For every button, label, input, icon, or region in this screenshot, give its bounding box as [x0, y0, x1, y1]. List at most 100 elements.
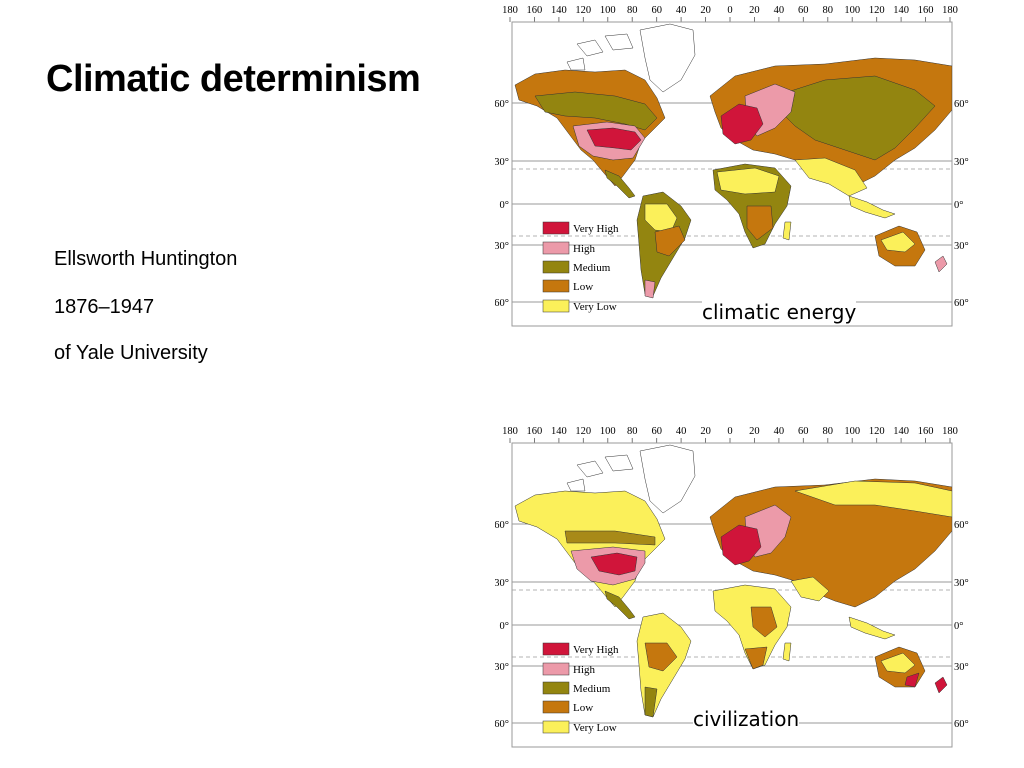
legend-label-2-3: Low — [573, 702, 593, 714]
australia-verylow-2 — [880, 652, 916, 674]
map-svg-2: 180 160 140 120 100 80 60 40 20 0 20 40 … — [495, 426, 969, 748]
na-veryhigh-2 — [590, 552, 638, 576]
lat-tick-1-r0: 60° — [954, 99, 969, 110]
lon-tick-2-11: 40 — [774, 426, 785, 437]
na-medium-1 — [534, 91, 658, 131]
lon-tick-1-17: 160 — [918, 5, 934, 16]
na-veryhigh-1 — [586, 127, 642, 151]
lon-tick-1-6: 60 — [651, 5, 662, 16]
lat-tick-2-r1: 30° — [954, 578, 969, 589]
author-name: Ellsworth Huntington — [54, 248, 238, 270]
lat-tick-2-r2: 0° — [954, 621, 963, 632]
sa-tip-1 — [644, 279, 656, 299]
lat-tick-1-l2: 0° — [500, 200, 509, 211]
legend-label-2-2: Medium — [573, 683, 611, 695]
sa-tip-2 — [644, 686, 658, 718]
lon-tick-1-13: 80 — [823, 5, 834, 16]
legend-label-2-0: Very High — [573, 644, 619, 656]
map-svg-1: 180 160 140 120 100 80 60 40 20 0 20 40 … — [495, 5, 969, 327]
legend-swatch-1-4 — [542, 299, 570, 313]
map-caption-climatic-energy: climatic energy — [702, 300, 857, 324]
lat-tick-1-l3: 30° — [495, 241, 509, 252]
lon-tick-2-8: 20 — [700, 426, 711, 437]
lon-tick-1-9: 0 — [727, 5, 732, 16]
asia-medium-1 — [774, 75, 936, 161]
legend-swatch-1-2 — [542, 260, 570, 274]
lat-tick-1-l0: 60° — [495, 99, 509, 110]
lat-tick-2-l3: 30° — [495, 662, 509, 673]
lon-tick-labels-2: 180 160 140 120 100 80 60 40 20 0 20 40 … — [502, 426, 958, 437]
legend-label-1-0: Very High — [573, 223, 619, 235]
lon-tick-2-14: 100 — [844, 426, 860, 437]
greenland-1 — [639, 23, 696, 93]
lon-tick-2-17: 160 — [918, 426, 934, 437]
lat-tick-1-l4: 60° — [495, 298, 509, 309]
lon-tick-labels-1: 180 160 140 120 100 80 60 40 20 0 20 40 … — [502, 5, 958, 16]
africa-verylow-1 — [716, 167, 780, 195]
lon-tick-1-1: 160 — [527, 5, 543, 16]
lat-tick-2-r0: 60° — [954, 520, 969, 531]
lon-tick-1-11: 40 — [774, 5, 785, 16]
lon-tick-1-3: 120 — [575, 5, 591, 16]
legend-label-1-4: Very Low — [573, 301, 617, 313]
legend-label-1-3: Low — [573, 281, 593, 293]
europe-veryhigh-1 — [720, 103, 764, 145]
legend-swatch-2-2 — [542, 681, 570, 695]
lon-tick-2-6: 60 — [651, 426, 662, 437]
lon-tick-2-3: 120 — [575, 426, 591, 437]
lat-labels-left-2: 60° 30° 0° 30° 60° — [495, 520, 509, 730]
lon-tick-1-2: 140 — [551, 5, 567, 16]
lat-tick-2-r4: 60° — [954, 719, 969, 730]
lon-tick-1-12: 60 — [798, 5, 809, 16]
lat-tick-2-l2: 0° — [500, 621, 509, 632]
lon-tick-2-12: 60 — [798, 426, 809, 437]
lon-tick-1-4: 100 — [600, 5, 616, 16]
lat-tick-2-l1: 30° — [495, 578, 509, 589]
lon-tick-1-18: 180 — [942, 5, 958, 16]
madagascar-1 — [782, 221, 792, 241]
sa-low-1 — [654, 225, 686, 257]
new-zealand-2 — [934, 676, 948, 694]
africa-low-2 — [750, 606, 778, 638]
legend-label-2-1: High — [573, 664, 596, 676]
legend-2: Very High High Medium Low Very Low — [542, 642, 619, 734]
lat-tick-1-r1: 30° — [954, 157, 969, 168]
lat-tick-2-r3: 30° — [954, 662, 969, 673]
lon-tick-2-13: 80 — [823, 426, 834, 437]
climatic-energy-map: 180 160 140 120 100 80 60 40 20 0 20 40 … — [495, 0, 975, 336]
legend-label-2-4: Very Low — [573, 722, 617, 734]
lat-labels-left-1: 60° 30° 0° 30° 60° — [495, 99, 509, 309]
lon-tick-2-4: 100 — [600, 426, 616, 437]
legend-swatch-2-4 — [542, 720, 570, 734]
africa-south-2 — [744, 646, 768, 670]
south-asia-verylow-2 — [790, 576, 830, 602]
legend-swatch-2-0 — [542, 642, 570, 656]
lat-tick-1-r3: 30° — [954, 241, 969, 252]
lon-tick-1-14: 100 — [844, 5, 860, 16]
australia-veryhigh-2 — [904, 672, 920, 688]
lat-tick-1-l1: 30° — [495, 157, 509, 168]
lon-tick-1-15: 120 — [869, 5, 885, 16]
lon-tick-2-9: 0 — [727, 426, 732, 437]
legend-swatch-2-3 — [542, 700, 570, 714]
indonesia-1 — [848, 195, 896, 219]
lon-tick-1-10: 20 — [749, 5, 760, 16]
lon-tick-1-16: 140 — [893, 5, 909, 16]
legend-swatch-1-1 — [542, 241, 570, 255]
lon-tick-2-10: 20 — [749, 426, 760, 437]
new-zealand-1 — [934, 255, 948, 273]
australia-verylow-1 — [880, 231, 916, 253]
legend-label-1-2: Medium — [573, 262, 611, 274]
na-band-2 — [564, 530, 656, 546]
civilization-map: 180 160 140 120 100 80 60 40 20 0 20 40 … — [495, 421, 975, 757]
arctic-islands-2 — [566, 454, 634, 492]
africa-low-1 — [746, 205, 774, 241]
lon-tick-2-0: 180 — [502, 426, 518, 437]
lon-tick-2-5: 80 — [627, 426, 638, 437]
arctic-islands-1 — [566, 33, 634, 71]
legend-swatch-1-0 — [542, 221, 570, 235]
lon-tick-1-0: 180 — [502, 5, 518, 16]
siberia-verylow-2 — [794, 480, 952, 518]
lat-tick-2-l4: 60° — [495, 719, 509, 730]
lat-labels-right-1: 60° 30° 0° 30° 60° — [954, 99, 969, 309]
